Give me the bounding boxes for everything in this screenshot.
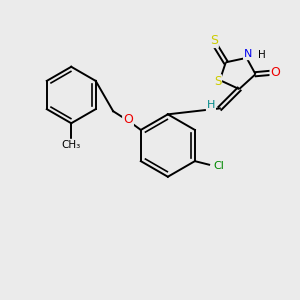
Text: S: S (214, 75, 221, 88)
Text: H: H (207, 100, 215, 110)
Text: Cl: Cl (213, 160, 224, 171)
Text: O: O (123, 113, 133, 126)
Text: N: N (244, 49, 252, 59)
Text: H: H (258, 50, 265, 60)
Text: CH₃: CH₃ (61, 140, 81, 150)
Text: S: S (210, 34, 218, 47)
Text: O: O (271, 66, 281, 79)
